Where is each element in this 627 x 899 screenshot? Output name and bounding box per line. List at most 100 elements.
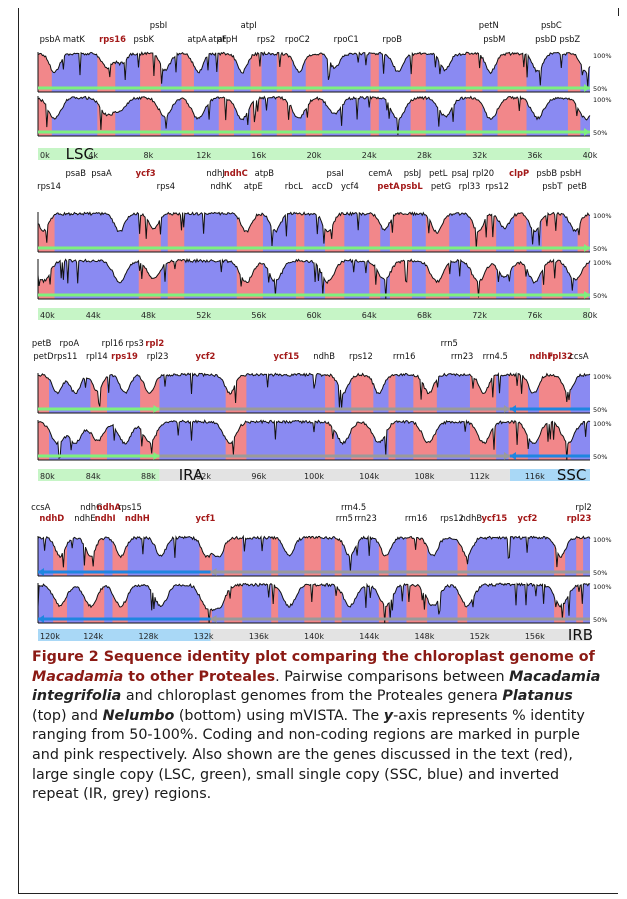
- y-label-100: 100%: [593, 420, 612, 428]
- gene-label: rpoC2: [285, 34, 310, 44]
- noncoding-region: [140, 52, 161, 92]
- gene-label: rrn4.5: [483, 351, 508, 361]
- axis-tick-label: 40k: [583, 151, 598, 160]
- axis-tick-label: 16k: [251, 151, 266, 160]
- noncoding-region: [577, 212, 589, 252]
- y-label-100: 100%: [593, 373, 612, 381]
- noncoding-region: [236, 212, 263, 252]
- noncoding-region: [508, 420, 528, 460]
- axis-tick-label: 64k: [362, 311, 377, 320]
- axis-tick-label: 52k: [196, 311, 211, 320]
- noncoding-region: [90, 373, 107, 413]
- axis-tick-label: 8k: [144, 151, 154, 160]
- noncoding-region: [576, 536, 584, 576]
- noncoding-region: [181, 96, 194, 136]
- gene-label: psbT: [542, 181, 563, 191]
- identity-curve: [37, 51, 591, 88]
- gene-label: psaJ: [452, 168, 469, 178]
- gene-label: atpF: [208, 34, 227, 44]
- noncoding-region: [388, 373, 396, 413]
- gene-label: atpI: [241, 20, 257, 30]
- y-label-50: 50%: [593, 453, 607, 461]
- noncoding-region: [378, 536, 389, 576]
- identity-track-top: 100% 50%: [37, 51, 612, 93]
- gene-label: rpl23: [567, 513, 592, 523]
- axis-tick-label: 92k: [196, 472, 211, 481]
- noncoding-region: [351, 373, 374, 413]
- noncoding-region: [514, 259, 527, 299]
- gene-label: rrn23: [451, 351, 474, 361]
- gene-label: psbZ: [559, 34, 580, 44]
- axis-tick-label: 72k: [472, 311, 487, 320]
- noncoding-region: [541, 259, 563, 299]
- y-label-100: 100%: [593, 583, 612, 591]
- noncoding-region: [140, 96, 161, 136]
- gene-label: rrn16: [405, 513, 428, 523]
- gene-label: psaA: [91, 168, 112, 178]
- axis-tick-label: 44k: [86, 311, 101, 320]
- y-label-100: 100%: [593, 259, 612, 267]
- region-band-lsc: [38, 469, 160, 481]
- gene-label: ndhA: [97, 502, 122, 512]
- noncoding-region: [304, 583, 321, 623]
- noncoding-region: [97, 52, 116, 92]
- noncoding-region: [465, 52, 483, 92]
- gene-label: rrn4.5: [341, 502, 366, 512]
- noncoding-region: [304, 536, 321, 576]
- noncoding-region: [497, 96, 527, 136]
- gene-label: rpoB: [382, 34, 402, 44]
- noncoding-region: [334, 536, 342, 576]
- gene-label: rps3: [125, 338, 143, 348]
- y-label-100: 100%: [593, 212, 612, 220]
- caption-axis-letter: y: [383, 707, 394, 724]
- noncoding-region: [250, 96, 262, 136]
- identity-curve: [37, 582, 591, 624]
- y-label-50: 50%: [593, 616, 607, 624]
- coding-region-fill: [38, 212, 590, 252]
- gene-label: petD: [33, 351, 53, 361]
- axis-tick-label: 32k: [472, 151, 487, 160]
- noncoding-region: [325, 420, 335, 460]
- noncoding-region: [38, 373, 50, 413]
- noncoding-region: [38, 420, 50, 460]
- noncoding-region: [325, 373, 335, 413]
- axis-tick-label: 84k: [86, 472, 101, 481]
- caption-head-genus: Macadamia: [32, 668, 124, 685]
- gene-label: rpl33: [459, 181, 481, 191]
- region-name-lsc: LSC: [66, 145, 94, 163]
- axis-tick-label: 128k: [138, 632, 158, 641]
- y-label-50: 50%: [593, 245, 607, 253]
- noncoding-region: [181, 52, 194, 92]
- axis-tick-label: 4k: [88, 151, 98, 160]
- axis-tick-label: 76k: [527, 311, 542, 320]
- axis-tick-label: 124k: [83, 632, 103, 641]
- axis-tick-label: 68k: [417, 311, 432, 320]
- axis-tick-label: 120k: [40, 632, 60, 641]
- gene-label: rbcL: [285, 181, 303, 191]
- axis-tick-label: 140k: [304, 632, 324, 641]
- noncoding-region: [469, 420, 497, 460]
- noncoding-region: [514, 212, 527, 252]
- gene-label: psbK: [134, 34, 155, 44]
- noncoding-region: [250, 52, 262, 92]
- gene-label: ndhI: [95, 513, 116, 523]
- gene-label: psbJ: [404, 168, 421, 178]
- gene-label: psaI: [327, 168, 344, 178]
- gene-label: rpoA: [59, 338, 79, 348]
- caption-genus-a: Platanus: [502, 688, 573, 705]
- caption-body-3: (top) and: [32, 707, 103, 724]
- noncoding-region: [351, 420, 374, 460]
- identity-curve: [37, 95, 591, 136]
- caption-body-4: (bottom) using mVISTA. The: [174, 707, 384, 724]
- noncoding-region: [276, 96, 292, 136]
- y-label-50: 50%: [593, 406, 607, 414]
- axis-tick-label: 116k: [525, 472, 545, 481]
- noncoding-region: [457, 583, 468, 623]
- gene-label: rpoC1: [334, 34, 359, 44]
- noncoding-region: [218, 52, 234, 92]
- noncoding-region: [425, 259, 450, 299]
- noncoding-region: [457, 536, 468, 576]
- axis-tick-label: 132k: [194, 632, 214, 641]
- identity-curve: [37, 371, 591, 409]
